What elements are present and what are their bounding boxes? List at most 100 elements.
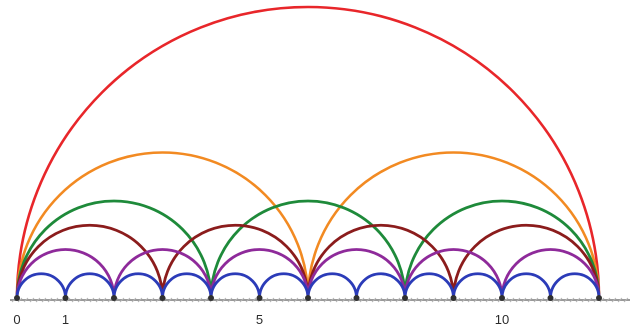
hatch-mark (455, 297, 461, 303)
arc-step-1-5 (258, 272, 310, 300)
arc-step-2-10 (500, 248, 601, 300)
point-0 (14, 295, 20, 301)
hatch-mark (233, 297, 239, 303)
arc-step-4-0 (15, 199, 213, 300)
hatch-mark (89, 297, 95, 303)
hatch-mark (179, 297, 185, 303)
hatch-mark (413, 297, 419, 303)
hatch-mark (443, 297, 449, 303)
arc-step-3-0 (15, 223, 164, 300)
hatch-mark (377, 297, 383, 303)
hatch-mark (533, 297, 539, 303)
hatch-mark (83, 297, 89, 303)
arc-step-4-8 (403, 199, 601, 300)
arc-family-step-1 (15, 272, 601, 300)
hatch-mark (155, 297, 161, 303)
hatch-mark (479, 297, 485, 303)
hatch-mark (239, 297, 245, 303)
hatch-mark (473, 297, 479, 303)
tick-label-1: 1 (62, 312, 69, 327)
point-11 (547, 295, 554, 301)
arc-step-1-2 (112, 272, 164, 300)
hatch-mark (341, 297, 347, 303)
hatch-mark (167, 297, 173, 303)
hatch-mark (269, 297, 275, 303)
hatch-mark (461, 297, 467, 303)
hatch-mark (275, 297, 281, 303)
hatch-mark (587, 297, 593, 303)
arc-step-1-10 (500, 272, 552, 300)
hatch-mark (311, 297, 317, 303)
hatch-mark (293, 297, 299, 303)
hatch-mark (365, 297, 371, 303)
arc-step-2-6 (306, 248, 407, 300)
hatch-mark (329, 297, 335, 303)
hatch-mark (467, 297, 473, 303)
hatch-mark (521, 297, 527, 303)
hatch-mark (281, 297, 287, 303)
arc-family-step-12 (15, 5, 601, 300)
arc-step-2-2 (112, 248, 213, 300)
arc-step-1-9 (452, 272, 504, 300)
hatch-mark (299, 297, 305, 303)
hatch-mark (143, 297, 149, 303)
hatch-mark (599, 297, 605, 303)
hatch-mark (137, 297, 143, 303)
hatch-mark (149, 297, 155, 303)
point-5 (256, 295, 263, 301)
hatch-mark (371, 297, 377, 303)
arc-step-2-0 (15, 248, 116, 300)
arc-step-6-6 (306, 151, 601, 300)
hatch-mark (491, 297, 497, 303)
hatch-mark (53, 297, 59, 303)
hatch-mark (245, 297, 251, 303)
hatch-mark (263, 297, 269, 303)
arc-family-step-6 (15, 151, 601, 300)
arc-layer (15, 5, 601, 300)
hatch-mark (227, 297, 233, 303)
tick-label-0: 0 (13, 312, 20, 327)
hatch-mark (569, 297, 575, 303)
hatch-mark (527, 297, 533, 303)
point-3 (159, 295, 166, 301)
hatch-mark (95, 297, 101, 303)
arc-family-step-2 (15, 248, 601, 300)
point-8 (402, 295, 408, 301)
hatch-mark (125, 297, 131, 303)
arc-step-12-0 (15, 5, 601, 300)
arc-step-3-9 (452, 223, 601, 300)
arc-step-1-8 (403, 272, 455, 300)
hatch-mark (485, 297, 491, 303)
point-9 (450, 295, 457, 301)
hatch-mark (221, 297, 227, 303)
hatch-mark (425, 297, 431, 303)
hatch-mark (173, 297, 179, 303)
hatch-mark (437, 297, 443, 303)
hatch-mark (29, 297, 35, 303)
hatch-mark (557, 297, 563, 303)
hatch-mark (611, 297, 617, 303)
hatch-mark (101, 297, 107, 303)
hatch-mark (185, 297, 191, 303)
axis-hatching (11, 297, 629, 303)
hatch-mark (623, 297, 629, 303)
arc-step-1-11 (549, 272, 601, 300)
point-4 (208, 295, 214, 301)
hatch-mark (287, 297, 293, 303)
hatch-mark (35, 297, 41, 303)
hatch-mark (575, 297, 581, 303)
hatch-mark (617, 297, 623, 303)
hatch-mark (431, 297, 437, 303)
hatch-mark (389, 297, 395, 303)
arc-step-2-4 (209, 248, 310, 300)
hatch-mark (323, 297, 329, 303)
point-7 (353, 295, 360, 301)
point-1 (62, 295, 69, 301)
arc-step-3-3 (161, 223, 310, 300)
arc-step-4-4 (209, 199, 407, 300)
hatch-mark (335, 297, 341, 303)
arc-step-1-7 (355, 272, 407, 300)
arc-step-1-1 (64, 272, 116, 300)
arc-step-1-0 (15, 272, 67, 300)
